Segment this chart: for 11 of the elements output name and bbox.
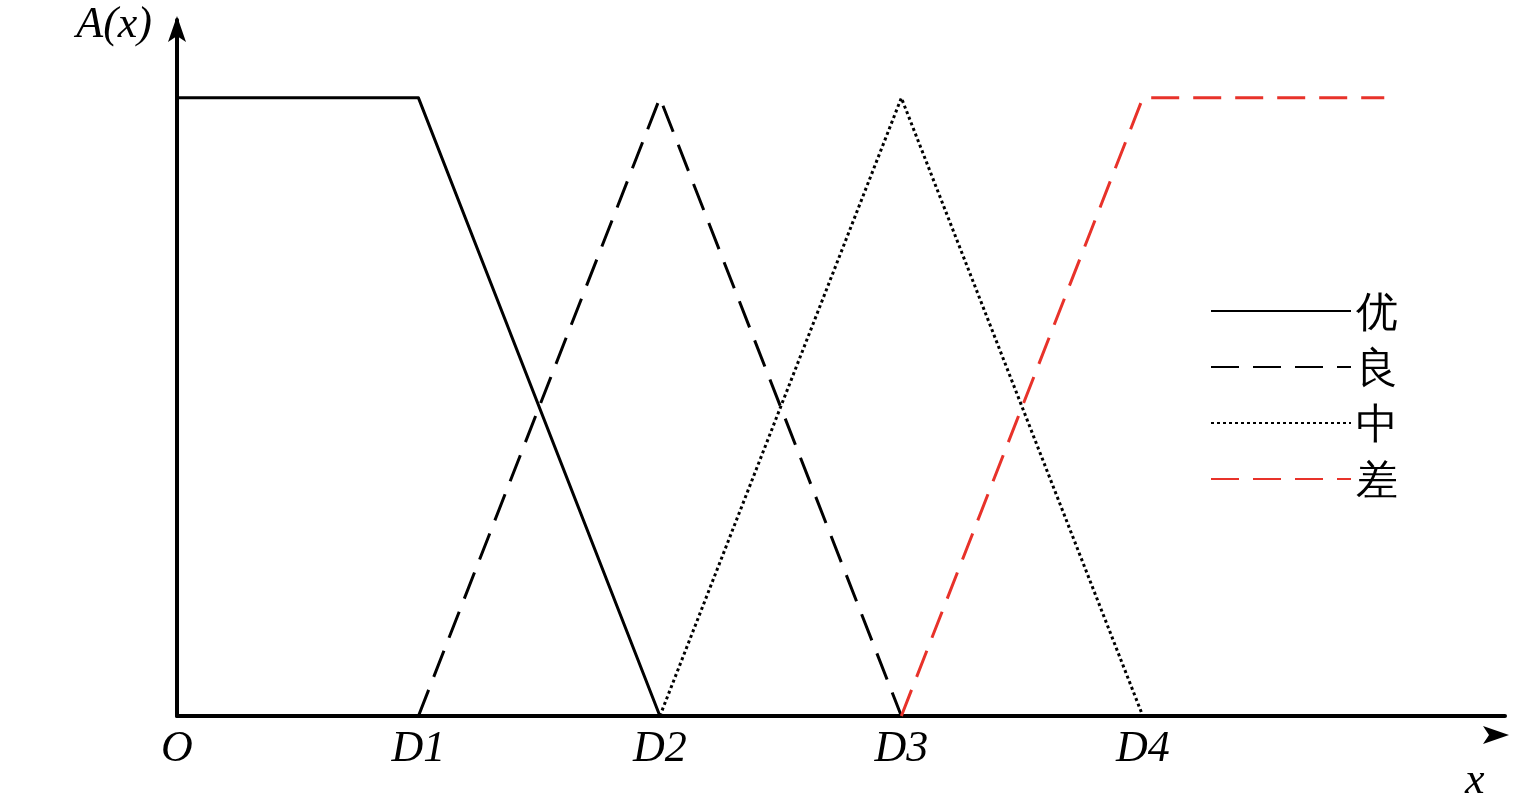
x-tick-label: O	[161, 721, 193, 771]
x-tick-label: D1	[390, 721, 446, 771]
x-tick-label: D4	[1114, 721, 1170, 771]
y-axis-title: A(x)	[73, 0, 152, 47]
legend-label: 优	[1356, 286, 1398, 336]
legend-label: 差	[1356, 454, 1398, 504]
x-tick-label: D2	[632, 721, 687, 771]
x-axis-title: x	[1464, 753, 1485, 800]
legend-label: 中	[1356, 398, 1398, 448]
legend-label: 良	[1356, 342, 1398, 392]
x-tick-label: D3	[873, 721, 929, 771]
